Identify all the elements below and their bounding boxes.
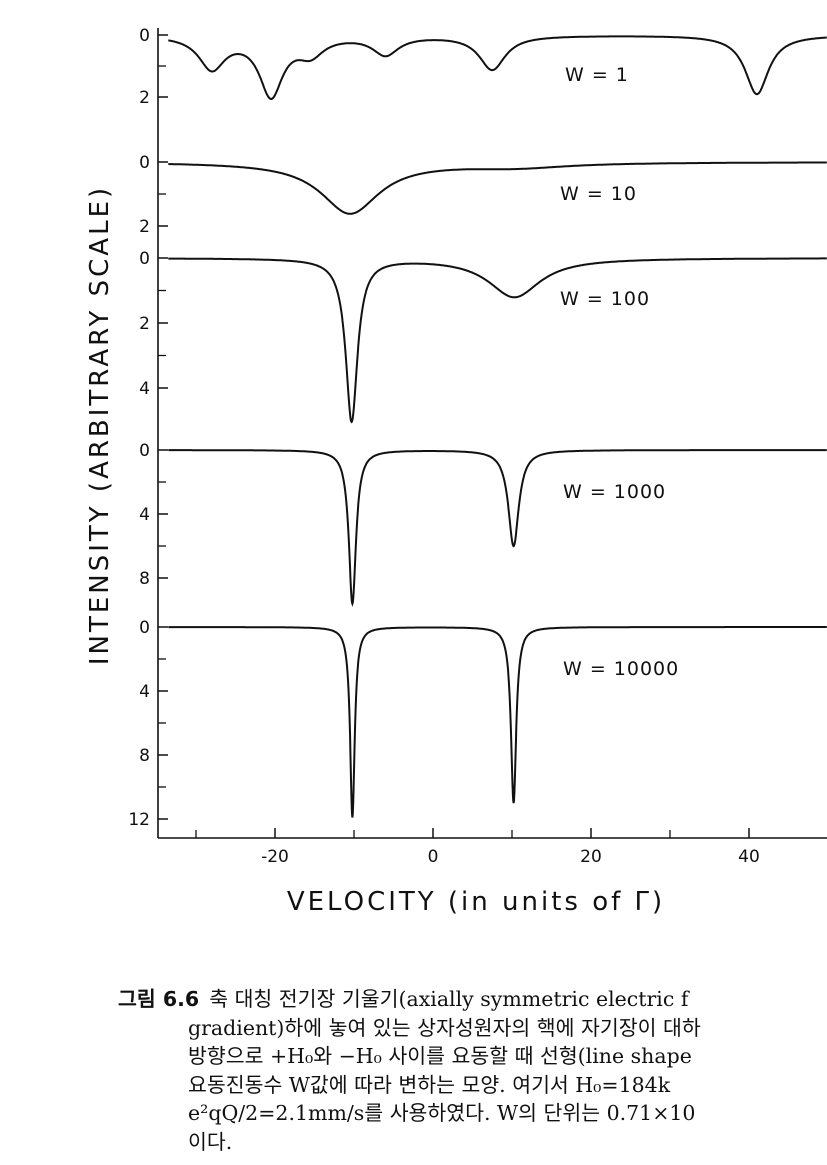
y-tick-label: 0: [139, 441, 150, 461]
y-tick-label: 4: [139, 505, 150, 525]
series-line: [168, 35, 827, 100]
y-tick-label: 0: [139, 26, 150, 46]
caption-line: e²qQ/2=2.1mm/s를 사용하였다. W의 단위는 0.71×10: [188, 1101, 696, 1126]
x-tick-label: -20: [261, 847, 289, 867]
series-line: [168, 161, 827, 215]
series-line: [168, 449, 827, 607]
curves-layer: [168, 35, 827, 818]
series-label: W = 1000: [563, 481, 666, 503]
x-axis-title: VELOCITY (in units of Γ): [287, 887, 665, 917]
series-line: [168, 257, 827, 424]
figure-caption: 그림 6.6 축 대칭 전기장 기울기(axially symmetric ele…: [118, 985, 827, 1157]
x-tick-label: 0: [428, 847, 439, 867]
y-tick-label: 12: [128, 810, 150, 830]
series-label: W = 100: [560, 288, 650, 310]
y-tick-label: 0: [139, 153, 150, 173]
y-tick-label: 8: [139, 569, 150, 589]
y-tick-label: 0: [139, 249, 150, 269]
caption-figure-number: 그림 6.6: [118, 987, 200, 1011]
series-line: [168, 626, 827, 818]
y-tick-label: 2: [139, 88, 150, 108]
y-tick-label: 2: [139, 217, 150, 237]
y-tick-label: 4: [139, 379, 150, 399]
caption-line: 방향으로 +H₀와 −H₀ 사이를 요동할 때 선형(line shape: [188, 1044, 692, 1069]
caption-line: gradient)하에 놓여 있는 상자성원자의 핵에 자기장이 대하: [188, 1015, 701, 1040]
x-tick-label: 40: [738, 847, 760, 867]
series-label: W = 10: [560, 183, 637, 205]
caption-line: 요동진동수 W값에 따라 변하는 모양. 여기서 H₀=184k: [188, 1072, 671, 1097]
series-label: W = 10000: [563, 658, 679, 680]
y-tick-label: 0: [139, 618, 150, 638]
series-label: W = 1: [565, 64, 629, 86]
y-tick-label: 2: [139, 314, 150, 334]
labels-layer: W = 1 W = 10 W = 100 W = 1000 W = 10000: [560, 64, 679, 680]
caption-line: 이다.: [188, 1129, 233, 1154]
y-tick-label: 8: [139, 746, 150, 766]
y-tick-label: 4: [139, 682, 150, 702]
caption-line: 축 대칭 전기장 기울기(axially symmetric electric …: [209, 987, 689, 1011]
y-axis-title: INTENSITY (ARBITRARY SCALE): [85, 185, 115, 665]
x-tick-label: 20: [580, 847, 602, 867]
